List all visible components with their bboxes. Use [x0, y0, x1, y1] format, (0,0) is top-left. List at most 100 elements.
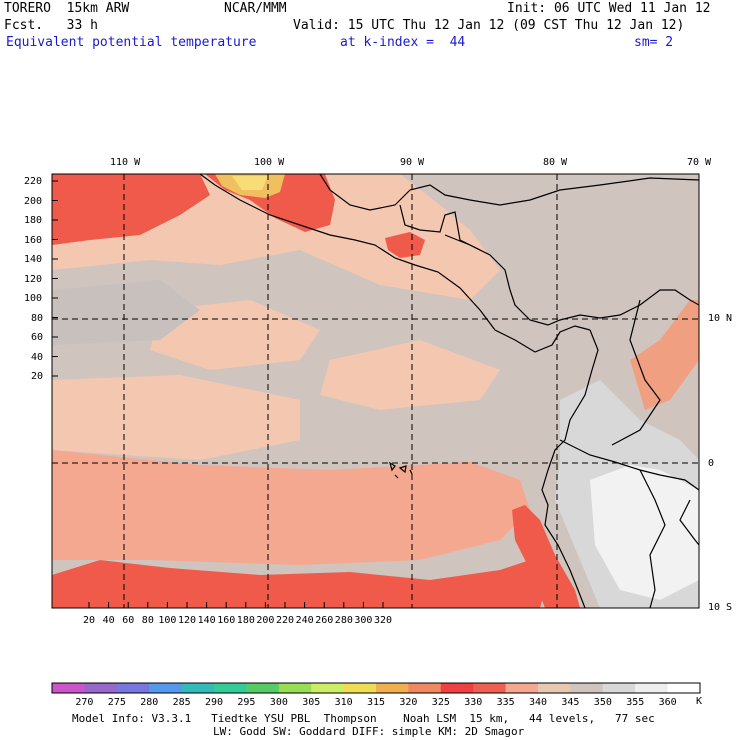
- left-grid-label: 20: [31, 371, 44, 382]
- lon-label-90w: 90 W: [400, 157, 425, 168]
- bottom-grid-label: 100: [158, 615, 177, 626]
- left-grid-label: 60: [31, 332, 44, 343]
- left-grid-label: 120: [24, 273, 43, 285]
- colorbar-label: 270: [75, 697, 94, 708]
- field-warm-south: [52, 450, 530, 565]
- colorbar-label: 300: [269, 697, 288, 708]
- bottom-grid-label: 80: [141, 615, 154, 626]
- border-peru-brazil: [639, 469, 666, 608]
- border-central-america: [399, 204, 481, 251]
- field-coldest-andes: [590, 465, 699, 600]
- bottom-grid-label: 180: [236, 615, 255, 626]
- axis-ticks: [52, 180, 384, 608]
- colorbar-swatch: [214, 683, 247, 693]
- model-info-line1: Model Info: V3.3.1 Tiedtke YSU PBL Thomp…: [72, 712, 655, 725]
- field-peak-inner: [232, 176, 268, 190]
- field-name: Equivalent potential temperature: [6, 35, 257, 50]
- colorbar-label: 280: [140, 697, 159, 708]
- bottom-grid-label: 220: [276, 615, 295, 626]
- colorbar-label: 360: [658, 697, 677, 708]
- colorbar-swatch: [538, 683, 571, 693]
- colorbar-frame: [51, 682, 701, 694]
- colorbar-label: 285: [172, 697, 191, 708]
- colorbar-swatch: [311, 683, 345, 693]
- field-hot-peru: [512, 505, 580, 608]
- colorbar-label: 325: [431, 697, 450, 708]
- colorbar-label: 355: [626, 697, 645, 708]
- colorbar-label: 350: [593, 697, 612, 708]
- colorbar-swatches: [52, 683, 701, 693]
- bottom-grid-label: 240: [295, 615, 314, 626]
- colorbar-label: 335: [496, 697, 515, 708]
- colorbar-swatch: [376, 683, 409, 693]
- yucatan-gulf-coast: [319, 174, 699, 211]
- bottom-grid-label: 140: [197, 615, 216, 626]
- lon-label-80w: 80 W: [543, 157, 568, 168]
- smoothing-info: sm= 2: [634, 35, 674, 50]
- lat-lon-grid: [52, 174, 699, 608]
- model-title: TORERO 15km ARW: [4, 1, 130, 16]
- bottom-grid-label: 40: [102, 615, 115, 626]
- colorbar-swatch: [52, 683, 85, 693]
- left-grid-label: 80: [31, 312, 44, 324]
- bottom-grid-label: 320: [374, 615, 393, 626]
- border-peru-bolivia: [679, 499, 699, 546]
- colorbar-swatch: [149, 683, 183, 693]
- south-america-pacific-coast: [541, 329, 599, 608]
- colorbar-label: 320: [399, 697, 418, 708]
- galapagos-islands: [389, 461, 413, 479]
- colorbar-swatch: [408, 683, 442, 693]
- colorbar-label: 275: [107, 697, 126, 708]
- bottom-grid-label: 20: [83, 615, 96, 626]
- bottom-grid-label: 120: [178, 615, 197, 626]
- map-frame: [51, 173, 700, 609]
- bottom-grid-label: 260: [315, 615, 334, 626]
- field-mid-east: [320, 340, 500, 410]
- bottom-grid-label: 60: [122, 615, 135, 626]
- colorbar-swatch: [570, 683, 604, 693]
- left-grid-label: 140: [24, 254, 43, 265]
- colorbar-swatch: [343, 683, 377, 693]
- field-warm-west: [52, 375, 300, 460]
- lon-label-70w: 70 W: [687, 157, 712, 168]
- left-grid-label: 100: [24, 293, 43, 304]
- center-title: NCAR/MMM: [224, 1, 287, 16]
- valid-time: Valid: 15 UTC Thu 12 Jan 12 (09 CST Thu …: [293, 18, 685, 33]
- colorbar-label: 340: [529, 697, 548, 708]
- colorbar-label: 345: [561, 697, 580, 708]
- forecast-hour: Fcst. 33 h: [4, 18, 98, 33]
- colorbar: [51, 682, 701, 694]
- colorbar-swatch: [505, 683, 539, 693]
- bottom-grid-label: 160: [217, 615, 236, 626]
- colorbar-label: 310: [334, 697, 353, 708]
- left-grid-label: 160: [24, 234, 43, 246]
- colorbar-swatch: [278, 683, 312, 693]
- model-info-line2: LW: Godd SW: Goddard DIFF: simple KM: 2D…: [213, 725, 525, 738]
- field-hot-northwest: [52, 174, 210, 245]
- colorbar-swatch: [440, 683, 474, 693]
- colorbar-swatch: [667, 683, 701, 693]
- mexico-coastline: [199, 174, 591, 353]
- colorbar-label: 330: [464, 697, 483, 708]
- left-grid-label: 40: [31, 351, 44, 363]
- lon-label-110w: 110 W: [110, 157, 141, 168]
- colorbar-swatch: [602, 683, 636, 693]
- field-cool-central: [52, 280, 200, 345]
- lat-label-10n: 10 N: [708, 313, 733, 324]
- colorbar-label: 305: [302, 697, 321, 708]
- theta-e-field: [52, 174, 699, 608]
- bottom-grid-label: 280: [334, 615, 353, 626]
- level-info: at k-index = 44: [340, 35, 466, 50]
- init-time: Init: 06 UTC Wed 11 Jan 12: [507, 1, 711, 16]
- colorbar-swatch: [84, 683, 118, 693]
- colorbar-label: 315: [367, 697, 386, 708]
- colorbar-swatch: [181, 683, 215, 693]
- colorbar-swatch: [635, 683, 669, 693]
- lat-label-10s: 10 S: [708, 602, 733, 613]
- colorbar-label: 295: [237, 697, 256, 708]
- coastlines: [199, 174, 699, 608]
- colorbar-swatch: [116, 683, 150, 693]
- left-grid-label: 180: [24, 215, 43, 226]
- lon-label-100w: 100 W: [254, 157, 285, 168]
